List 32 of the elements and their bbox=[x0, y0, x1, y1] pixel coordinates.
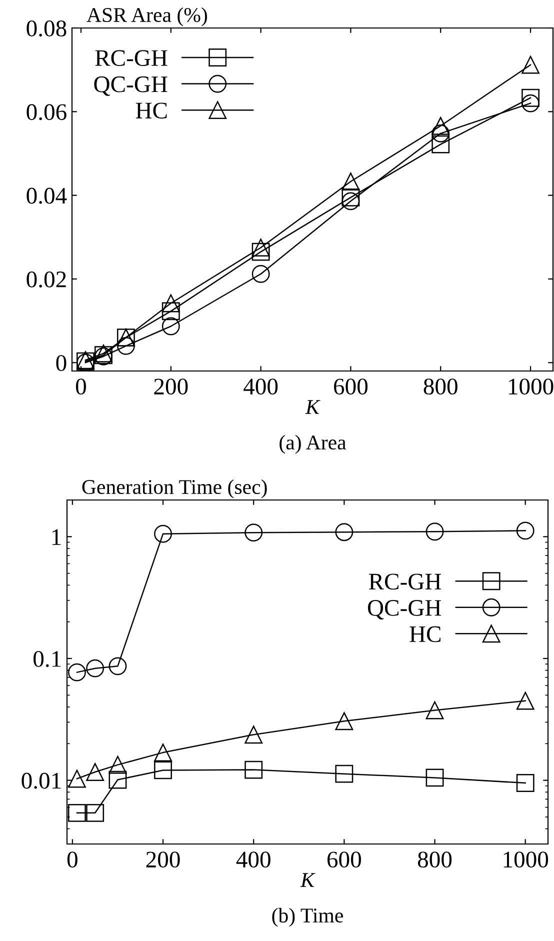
y-tick-label: 0 bbox=[56, 355, 66, 372]
text: (a) Area bbox=[280, 434, 346, 454]
x-axis-title: K bbox=[300, 873, 316, 887]
y-axis-title: Generation Time (sec) bbox=[82, 479, 267, 498]
y-axis-title: ASR Area (%) bbox=[86, 7, 208, 26]
y-tick-label: 0.1 bbox=[34, 650, 61, 668]
legend-label: HC bbox=[410, 626, 440, 642]
x-tick-label: 200 bbox=[154, 378, 188, 395]
x-tick-label: 1000 bbox=[504, 852, 548, 868]
y-tick-label: 0.01 bbox=[22, 772, 61, 789]
legend-label: QC-GH bbox=[94, 76, 168, 96]
x-tick-label: 400 bbox=[244, 378, 278, 395]
x-axis-title: K bbox=[305, 400, 320, 414]
legend-label: HC bbox=[136, 102, 167, 119]
legend-label: QC-GH bbox=[368, 600, 442, 620]
x-tick-label: 600 bbox=[327, 852, 361, 868]
legend-label: RC-GH bbox=[368, 574, 442, 590]
text: (b) Time bbox=[272, 908, 343, 927]
y-tick-label: 0.08 bbox=[26, 20, 66, 37]
legend-label: RC-GH bbox=[95, 50, 168, 66]
x-tick-label: 800 bbox=[418, 852, 452, 868]
x-tick-label: 0 bbox=[67, 852, 78, 868]
x-tick-label: 0 bbox=[76, 378, 86, 395]
x-tick-label: 400 bbox=[236, 852, 270, 868]
y-tick-label: 0.06 bbox=[26, 104, 66, 120]
y-tick-label: 0.04 bbox=[26, 188, 67, 204]
x-tick-label: 800 bbox=[424, 378, 458, 395]
x-tick-label: 1000 bbox=[508, 378, 554, 395]
x-tick-label: 200 bbox=[146, 852, 180, 868]
y-tick-label: 0.02 bbox=[26, 271, 66, 288]
x-tick-label: 600 bbox=[334, 378, 368, 395]
y-tick-label: 1 bbox=[52, 529, 61, 545]
